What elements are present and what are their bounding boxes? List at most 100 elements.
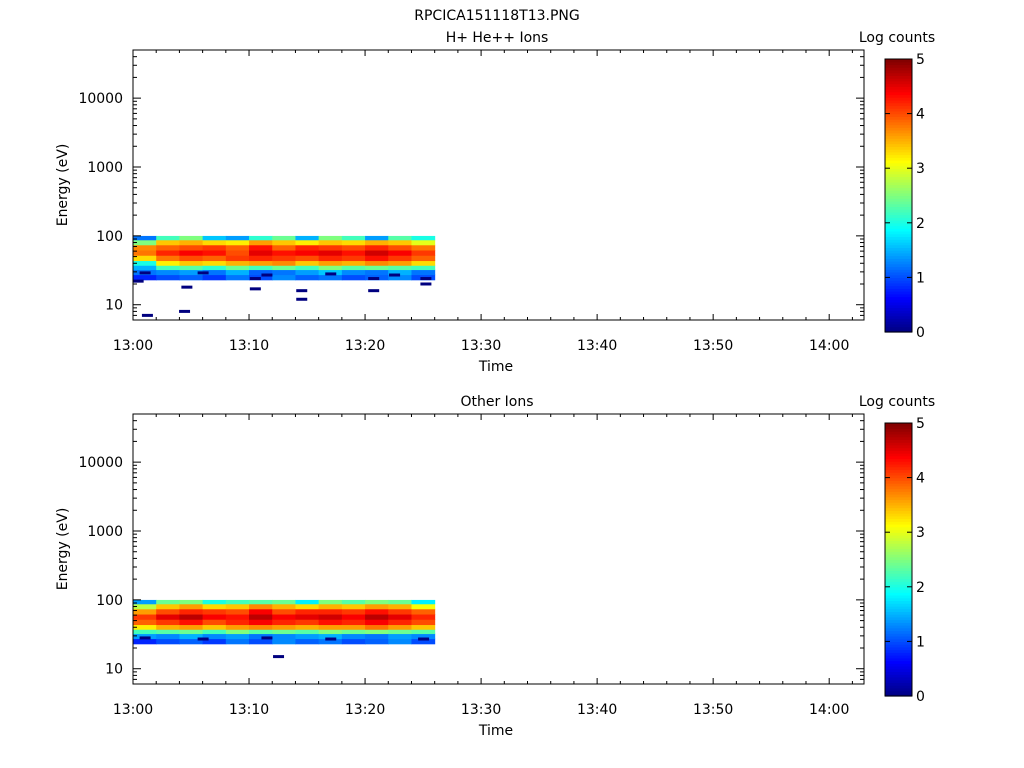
colorbar-band — [885, 671, 912, 675]
colorbar-band — [885, 433, 912, 438]
heatmap-cell — [388, 638, 412, 645]
colorbar-band — [885, 543, 912, 547]
colorbar-frame — [884, 58, 913, 333]
heatmap-cell — [341, 638, 366, 645]
colorbar-band — [885, 693, 912, 697]
colorbar-band — [885, 129, 912, 134]
colorbar-band — [885, 545, 912, 550]
heatmap-cell — [225, 603, 250, 610]
heatmap-cell — [156, 599, 180, 605]
heatmap-point — [132, 279, 144, 283]
heatmap-cell — [202, 624, 227, 630]
y-axis-label: Energy (eV) — [55, 508, 71, 591]
colorbar-band — [885, 143, 912, 147]
colorbar-band — [885, 616, 912, 621]
colorbar-band — [885, 160, 912, 164]
heatmap-cell — [388, 255, 412, 262]
colorbar-band — [885, 184, 912, 188]
colorbar-band — [885, 250, 912, 254]
colorbar-band — [885, 493, 912, 498]
colorbar-band — [885, 110, 912, 115]
colorbar-band — [885, 192, 912, 197]
colorbar-label: Log counts — [859, 394, 935, 410]
colorbar-tick-label: 0 — [916, 689, 925, 705]
colorbar-band — [885, 113, 912, 117]
heatmap-cell — [225, 619, 250, 626]
heatmap-point — [325, 637, 337, 641]
heatmap-cell — [179, 255, 204, 262]
x-tick-label: 13:00 — [113, 702, 153, 718]
colorbar-band — [885, 453, 912, 457]
colorbar-band — [885, 483, 912, 487]
heatmap-cell — [341, 235, 366, 241]
panel-h-he-ions: H+ He++ Ions 13:00 13:10 13:20 13:30 13:40 13:… — [55, 30, 935, 375]
heatmap-cell — [341, 250, 366, 256]
heatmap-cell — [272, 603, 296, 610]
heatmap-cell — [388, 260, 412, 266]
colorbar-band — [885, 321, 912, 325]
heatmap-cell — [133, 244, 157, 251]
heatmap-point — [139, 271, 151, 275]
heatmap-cell — [179, 624, 204, 630]
colorbar-band — [885, 271, 912, 276]
heatmap-cell — [156, 614, 180, 620]
heatmap-cell — [318, 638, 343, 645]
colorbar-band — [885, 168, 912, 172]
colorbar-band — [885, 105, 912, 109]
colorbar-band — [885, 285, 912, 289]
heatmap-cell — [411, 260, 436, 266]
colorbar-band — [885, 209, 912, 213]
heatmap-cell — [341, 633, 366, 640]
heatmap-cell — [388, 244, 412, 251]
heatmap-cell — [225, 629, 250, 635]
heatmap-cell — [156, 633, 180, 640]
y-tick-label: 10 — [105, 662, 123, 678]
colorbar-band — [885, 280, 912, 284]
panel-other-ions: Other Ions 13:00 13:10 13:20 13:30 13:40 13:50… — [55, 394, 935, 739]
colorbar-band — [885, 463, 912, 468]
heatmap-cell — [365, 603, 389, 610]
colorbar-band — [885, 59, 912, 63]
heatmap-cell — [249, 619, 273, 626]
colorbar-band — [885, 469, 912, 473]
colorbar-band — [885, 556, 912, 561]
heatmap-cell — [272, 274, 296, 281]
heatmap-cell — [202, 239, 227, 246]
colorbar-band — [885, 496, 912, 501]
heatmap-cell — [156, 638, 180, 645]
heatmap-cell — [272, 269, 296, 276]
heatmap-cell — [365, 235, 389, 241]
colorbar-band — [885, 450, 912, 454]
colorbar-band — [885, 567, 912, 572]
heatmap-cell — [365, 244, 389, 251]
heatmap-cell — [295, 239, 320, 246]
colorbar-band — [885, 584, 912, 588]
heatmap-cell — [388, 624, 412, 630]
heatmap-cell — [295, 269, 320, 276]
colorbar-band — [885, 507, 912, 511]
heatmap-cell — [411, 619, 436, 626]
colorbar-band — [885, 277, 912, 281]
heatmap-cell — [388, 235, 412, 241]
heatmap-cell — [202, 265, 227, 271]
heatmap-point — [249, 287, 261, 291]
heatmap-cell — [272, 624, 296, 630]
heatmap-cell — [225, 633, 250, 640]
heatmap-cell — [388, 629, 412, 635]
heatmap-cell — [249, 629, 273, 635]
colorbar-tick-label: 5 — [916, 52, 925, 68]
colorbar-band — [885, 108, 912, 112]
colorbar-band — [885, 149, 912, 153]
colorbar-tick-label: 2 — [916, 580, 925, 596]
colorbar-band — [885, 329, 912, 333]
colorbar-tick-label: 5 — [916, 416, 925, 432]
y-tick-label: 1000 — [87, 160, 123, 176]
heatmap-cell — [202, 244, 227, 251]
heatmap-cell — [272, 633, 296, 640]
y-axis-label: Energy (eV) — [55, 144, 71, 227]
colorbar-tick-label: 4 — [916, 107, 925, 123]
heatmap-cell — [225, 274, 250, 281]
colorbar-band — [885, 638, 912, 642]
colorbar-band — [885, 597, 912, 602]
y-tick-label: 100 — [96, 229, 123, 245]
